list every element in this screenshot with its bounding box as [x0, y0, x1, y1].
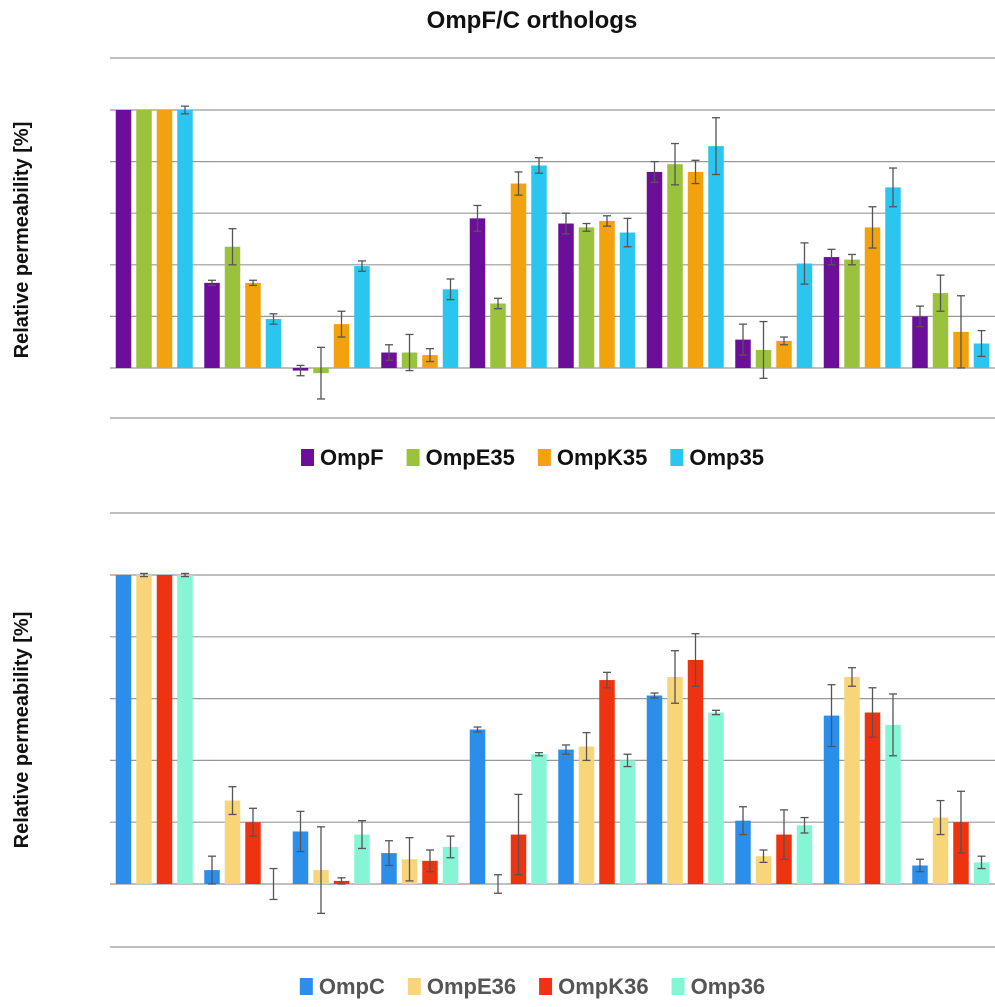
- bar-omp35-mem: [708, 146, 724, 368]
- legend-swatch-ompk36: [539, 978, 553, 995]
- bar-ompe36-mem: [667, 676, 683, 884]
- bar-omp36-tic: [354, 834, 370, 884]
- chart-title: OmpF/C orthologs: [427, 7, 638, 34]
- bar-ompk36-mem: [687, 659, 704, 884]
- legend-swatch-ompe35: [406, 449, 420, 466]
- bar-ompe35-ipm: [578, 227, 595, 368]
- bar-ompk35-fep: [864, 227, 881, 368]
- bottom-panel: Relative permeability [%] OmpC OmpE36 OmpK…: [11, 512, 995, 999]
- bar-ompk35-amp: [245, 282, 261, 368]
- bar-ompk35-ctx: [776, 340, 792, 368]
- bar-ompf-etp: [469, 218, 486, 368]
- plot-area-bottom: [110, 512, 995, 948]
- bar-ompk36-fep: [864, 712, 881, 884]
- bar-ompc-caz: [912, 865, 928, 884]
- bar-omp35-etp: [531, 165, 547, 368]
- bar-omp36-mem: [708, 712, 724, 884]
- bar-omp35-pip: [442, 289, 459, 368]
- bar-ompk36-gly: [156, 575, 173, 884]
- bar-ompf-ipm: [558, 223, 574, 368]
- bar-ompk35-mem: [687, 171, 704, 368]
- bar-ompe36-ipm: [578, 746, 595, 884]
- legend-swatch-omp36: [671, 978, 685, 995]
- legend-swatch-ompf: [301, 449, 315, 466]
- bar-omp35-gly: [177, 110, 193, 368]
- bar-ompe36-amp: [224, 800, 241, 884]
- bar-omp36-fep: [885, 724, 901, 884]
- bar-omp35-ipm: [619, 232, 636, 368]
- legend-swatch-ompc: [299, 978, 313, 995]
- bar-ompk36-amp: [245, 822, 261, 884]
- bar-ompe35-fep: [844, 259, 860, 368]
- bar-omp36-ipm: [619, 760, 636, 884]
- legend-label-ompf: OmpF: [320, 445, 384, 470]
- bar-omp35-fep: [885, 187, 901, 368]
- bar-omp35-amp: [265, 318, 282, 368]
- bar-ompe35-etp: [490, 303, 506, 368]
- bar-ompe36-fep: [844, 676, 860, 884]
- bar-ompc-mem: [646, 695, 663, 884]
- bar-ompe35-amp: [224, 246, 241, 368]
- legend-top: OmpF OmpE35 OmpK35 Omp35: [301, 445, 764, 470]
- bar-omp35-ctx: [796, 263, 813, 368]
- bar-ompf-gly: [115, 110, 132, 368]
- legend-label-ompk35: OmpK35: [557, 445, 647, 470]
- bar-ompk35-gly: [156, 110, 173, 368]
- bar-ompk35-tic: [333, 324, 350, 368]
- legend-label-ompe35: OmpE35: [426, 445, 515, 470]
- bar-ompc-gly: [115, 575, 132, 884]
- bar-ompk36-pip: [422, 860, 438, 884]
- bar-ompc-ctx: [735, 820, 751, 884]
- legend-label-omp36: Omp36: [691, 974, 766, 999]
- bar-ompc-etp: [469, 729, 486, 884]
- bar-ompe35-mem: [667, 164, 683, 368]
- bar-ompk36-ipm: [599, 680, 615, 884]
- bar-omp35-tic: [354, 266, 370, 368]
- bar-ompf-fep: [823, 257, 840, 368]
- y-axis-label-top: Relative permeability [%]: [11, 122, 33, 359]
- bar-ompf-caz: [912, 316, 928, 368]
- bar-omp36-ctx: [796, 825, 813, 884]
- bar-omp36-etp: [531, 754, 547, 884]
- bar-omp36-caz: [973, 862, 990, 884]
- bar-ompk35-etp: [510, 183, 527, 368]
- bar-ompf-mem: [646, 171, 663, 368]
- legend-swatch-omp35: [670, 449, 684, 466]
- legend-label-ompk36: OmpK36: [558, 974, 648, 999]
- bar-ompe36-ctx: [755, 856, 772, 884]
- bar-ompc-fep: [823, 715, 840, 884]
- legend-label-ompe36: OmpE36: [427, 974, 516, 999]
- bar-omp36-pip: [442, 846, 459, 884]
- plot-area-top: [110, 57, 995, 419]
- bar-ompk35-ipm: [599, 220, 615, 368]
- bar-ompc-tic: [292, 831, 309, 884]
- bar-ompc-pip: [381, 853, 397, 884]
- bar-ompc-ipm: [558, 749, 574, 884]
- bar-ompe36-gly: [136, 575, 152, 884]
- legend-label-omp35: Omp35: [689, 445, 764, 470]
- legend-swatch-ompe36: [407, 978, 421, 995]
- legend-label-ompc: OmpC: [319, 974, 385, 999]
- y-axis-label-bottom: Relative permeability [%]: [11, 612, 33, 849]
- bar-ompf-amp: [204, 282, 220, 368]
- bar-ompe35-gly: [136, 110, 152, 368]
- legend-swatch-ompk35: [537, 449, 551, 466]
- bar-omp36-gly: [177, 575, 193, 884]
- top-panel: OmpF/C orthologs Relative permeability […: [11, 7, 995, 470]
- legend-bottom: OmpC OmpE36 OmpK36 Omp36: [299, 974, 766, 999]
